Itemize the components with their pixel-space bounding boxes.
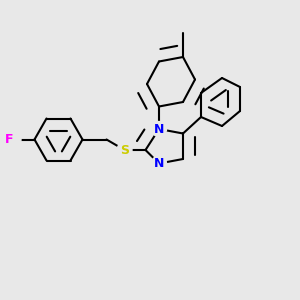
Circle shape — [152, 122, 166, 136]
Text: N: N — [154, 122, 164, 136]
Circle shape — [117, 142, 132, 158]
Circle shape — [6, 132, 21, 147]
Text: N: N — [154, 157, 164, 170]
Circle shape — [152, 156, 166, 171]
Text: F: F — [5, 133, 14, 146]
Text: S: S — [120, 143, 129, 157]
